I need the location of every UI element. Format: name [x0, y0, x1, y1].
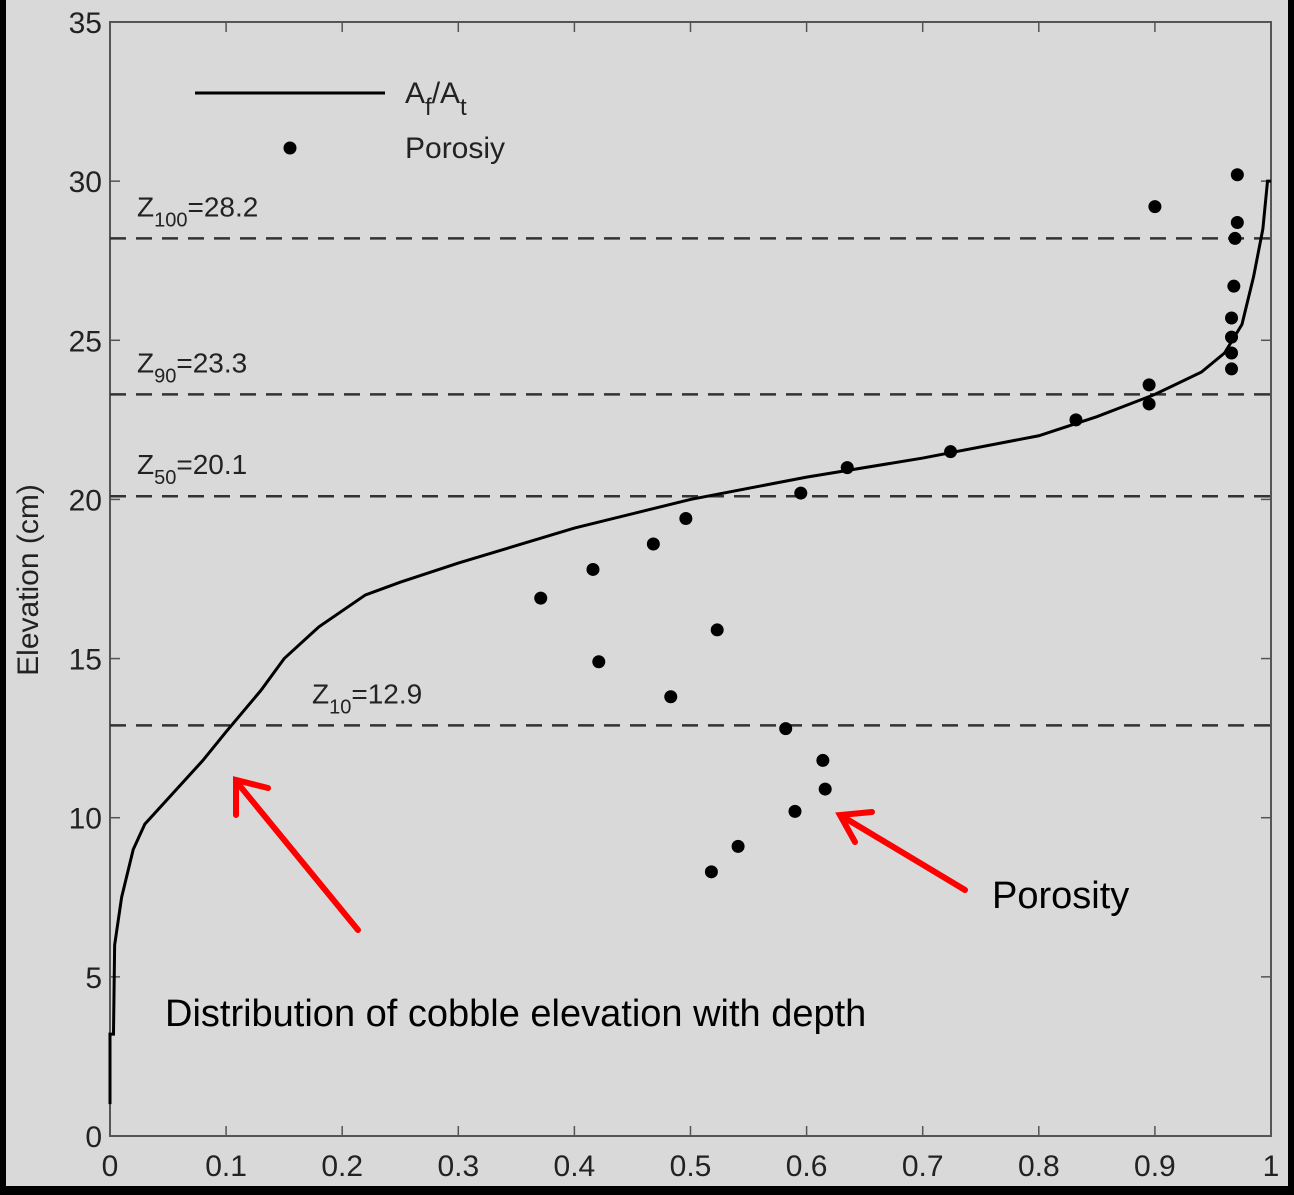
arrows [233, 776, 968, 933]
y-tick-label: 30 [69, 166, 102, 199]
data-point [794, 486, 808, 500]
label-main: Z [137, 449, 154, 480]
label-rest: =23.3 [176, 347, 247, 378]
x-tick-label: 0.1 [205, 1150, 247, 1183]
background [6, 0, 1288, 1186]
label-main: Z [137, 191, 154, 222]
annotation: Porosity [992, 875, 1129, 917]
x-tick-label: 0.2 [321, 1150, 363, 1183]
y-tick-label: 15 [69, 644, 102, 677]
data-point [592, 655, 606, 669]
data-point [1230, 168, 1244, 182]
data-point [731, 839, 745, 853]
x-tick-label: 0.6 [786, 1150, 828, 1183]
y-tick-label: 10 [69, 803, 102, 836]
data-point [704, 865, 718, 879]
y-tick-label: 25 [69, 325, 102, 358]
label-main: Z [312, 678, 329, 709]
x-tick-label: 0.7 [902, 1150, 944, 1183]
data-point [664, 690, 678, 704]
reference-label: Z10=12.9 [312, 678, 422, 718]
y-tick-label: 5 [85, 962, 102, 995]
plot-border [109, 21, 1272, 1137]
label-rest: =20.1 [176, 449, 247, 480]
label-main: Z [137, 347, 154, 378]
x-tick-label: 0.3 [437, 1150, 479, 1183]
data-point [788, 804, 802, 818]
label-rest: =28.2 [187, 191, 258, 222]
arrow [842, 815, 968, 893]
x-tick-label: 1 [1263, 1150, 1280, 1183]
reference-label: Z50=20.1 [137, 449, 247, 489]
legend-char: / [432, 77, 441, 110]
legend-char: A [405, 77, 425, 110]
data-point [816, 753, 830, 767]
data-point [1225, 362, 1239, 376]
legend-label: Af/At [405, 77, 467, 121]
data-point [944, 445, 958, 459]
data-point [586, 562, 600, 576]
data-point [818, 782, 832, 796]
x-tick-label: 0.5 [670, 1150, 712, 1183]
legend-char: t [460, 94, 467, 121]
legend-label: Porosiy [405, 132, 505, 165]
label-rest: =12.9 [351, 678, 422, 709]
y-tick-label: 0 [85, 1121, 102, 1154]
data-point [1225, 346, 1239, 360]
data-point [1225, 330, 1239, 344]
data-point [646, 537, 660, 551]
data-point [1148, 200, 1162, 214]
label-sub: 50 [154, 467, 176, 489]
reference-label: Z90=23.3 [137, 347, 247, 387]
data-point [779, 722, 793, 736]
x-tick-label: 0 [102, 1150, 119, 1183]
x-tick-label: 0.8 [1018, 1150, 1060, 1183]
label-sub: 10 [329, 696, 351, 718]
y-axis-label: Elevation (cm) [12, 484, 45, 676]
y-tick-label: 35 [69, 7, 102, 40]
label-sub: 90 [154, 365, 176, 387]
legend-swatch [283, 141, 297, 155]
label-sub: 100 [154, 209, 187, 231]
reference-label: Z100=28.2 [137, 191, 258, 231]
data-point [679, 512, 693, 526]
x-tick-label: 0.9 [1134, 1150, 1176, 1183]
arrow-head [835, 809, 875, 845]
x-tick-label: 0.4 [554, 1150, 596, 1183]
data-point [1069, 413, 1083, 427]
legend-char: f [425, 94, 432, 121]
data-point [1227, 279, 1241, 293]
y-tick-label: 20 [69, 484, 102, 517]
data-point [1142, 397, 1156, 411]
legend-char: A [440, 77, 460, 110]
data-point [840, 461, 854, 475]
arrow-head [233, 776, 271, 818]
data-point [1225, 311, 1239, 325]
data-point [1230, 216, 1244, 230]
annotation: Distribution of cobble elevation with de… [165, 993, 866, 1035]
data-point [710, 623, 724, 637]
arrow [237, 783, 361, 933]
data-point [1142, 378, 1156, 392]
data-point [1228, 231, 1242, 245]
data-point [534, 591, 548, 605]
